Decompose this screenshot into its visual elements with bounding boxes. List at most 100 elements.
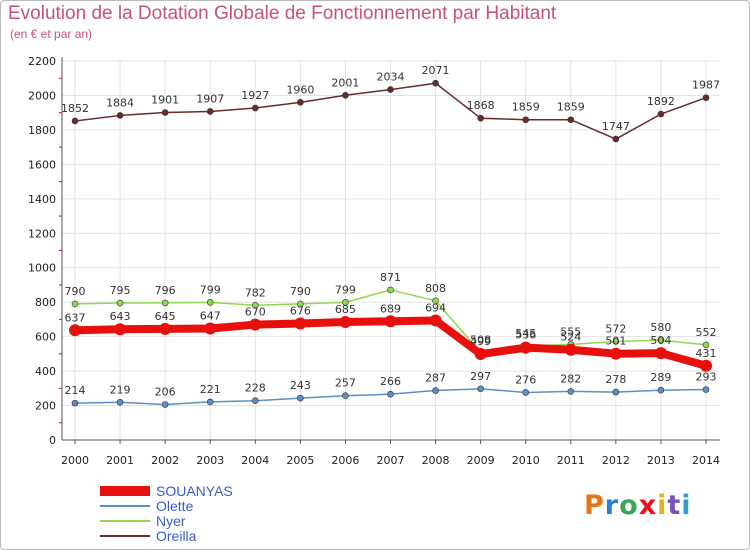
x-tick-label: 2010 [512, 454, 540, 467]
data-point [612, 135, 620, 143]
data-point [567, 388, 575, 395]
data-label: 266 [380, 375, 401, 388]
data-label: 508 [470, 333, 491, 346]
legend-swatch [100, 535, 150, 537]
axes: 0 200 400 600 800 1000 1200 1400 1600 1800 2000 220… [28, 55, 720, 467]
data-label: 555 [560, 325, 581, 338]
data-label: 221 [200, 383, 221, 396]
y-tick-label: 800 [35, 296, 56, 309]
data-label: 552 [696, 326, 717, 339]
data-point [342, 392, 349, 400]
data-point [249, 318, 262, 331]
data-point [432, 387, 439, 394]
data-point [71, 117, 79, 125]
data-label: 1884 [106, 96, 134, 109]
data-point [702, 94, 710, 101]
data-point [477, 385, 484, 393]
data-point [384, 315, 397, 328]
data-point [612, 338, 620, 345]
legend-label: Oreilla [156, 528, 197, 544]
data-point [519, 341, 532, 354]
data-point [702, 386, 710, 393]
data-point [342, 299, 349, 306]
chart-subtitle: (en € et par an) [10, 27, 93, 41]
data-label: 1901 [151, 94, 179, 107]
x-tick-label: 2000 [61, 454, 89, 467]
data-point [116, 112, 124, 119]
data-label: 782 [245, 286, 266, 299]
data-label: 799 [335, 283, 356, 296]
y-tick-label: 1200 [28, 227, 56, 240]
data-label: 297 [470, 370, 491, 383]
data-point [161, 401, 169, 408]
data-label: 871 [380, 271, 401, 284]
data-label: 637 [65, 311, 86, 324]
legend-swatch [100, 505, 150, 507]
legend-label: Nyer [156, 513, 186, 529]
data-point [387, 86, 394, 93]
x-tick-label: 2002 [151, 454, 179, 467]
data-label: 2034 [377, 71, 405, 84]
data-label: 1868 [467, 99, 495, 112]
data-label: 257 [335, 377, 356, 390]
data-label: 790 [290, 285, 311, 298]
data-label: 206 [155, 386, 176, 399]
data-point [297, 300, 304, 308]
data-label: 799 [200, 283, 221, 296]
legend-label: SOUANYAS [156, 483, 233, 499]
data-label: 293 [696, 371, 717, 384]
x-tick-label: 2008 [422, 454, 450, 467]
data-point [297, 394, 304, 402]
x-tick-label: 2005 [286, 454, 314, 467]
data-point [159, 322, 172, 335]
data-point [522, 389, 530, 396]
x-tick-label: 2006 [331, 454, 359, 467]
data-point [71, 399, 79, 407]
data-label: 670 [245, 306, 266, 319]
data-point [116, 299, 124, 307]
y-tick-label: 1800 [28, 124, 56, 137]
data-point [387, 390, 394, 398]
data-label: 2071 [422, 64, 450, 77]
data-label: 501 [605, 335, 626, 348]
data-label: 278 [605, 373, 626, 386]
data-label: 1987 [692, 79, 720, 92]
data-point [114, 323, 127, 336]
y-tick-label: 600 [35, 331, 56, 344]
data-label: 1852 [61, 102, 89, 115]
data-point [654, 347, 667, 360]
data-point [429, 314, 442, 327]
data-point [251, 397, 259, 405]
data-point [700, 359, 712, 372]
data-point [432, 297, 439, 305]
data-point [69, 324, 81, 337]
data-label: 1892 [647, 95, 675, 108]
data-point [339, 315, 352, 328]
data-label: 2001 [331, 76, 359, 89]
data-label: 643 [110, 310, 131, 323]
data-point [612, 388, 620, 396]
data-label: 289 [650, 371, 671, 384]
grid-lines [62, 60, 720, 441]
data-point [567, 116, 575, 124]
data-point [297, 99, 304, 106]
x-tick-label: 2011 [557, 454, 585, 467]
data-point [251, 301, 259, 309]
data-point [161, 109, 169, 116]
legend-label: Olette [156, 498, 194, 514]
data-point [432, 79, 439, 87]
data-label: 524 [560, 331, 581, 344]
data-label: 1960 [286, 83, 314, 96]
data-label: 689 [380, 302, 401, 315]
chart-title: Evolution de la Dotation Globale de Fonc… [8, 3, 557, 24]
data-point [474, 348, 487, 361]
data-point [657, 336, 665, 344]
data-label: 580 [650, 321, 671, 334]
data-point [342, 91, 349, 99]
data-label: 1907 [196, 92, 224, 105]
data-label: 808 [425, 282, 446, 295]
x-tick-label: 2012 [602, 454, 630, 467]
data-label: 214 [65, 384, 86, 397]
x-tick-label: 2001 [106, 454, 134, 467]
data-label: 219 [110, 383, 131, 396]
